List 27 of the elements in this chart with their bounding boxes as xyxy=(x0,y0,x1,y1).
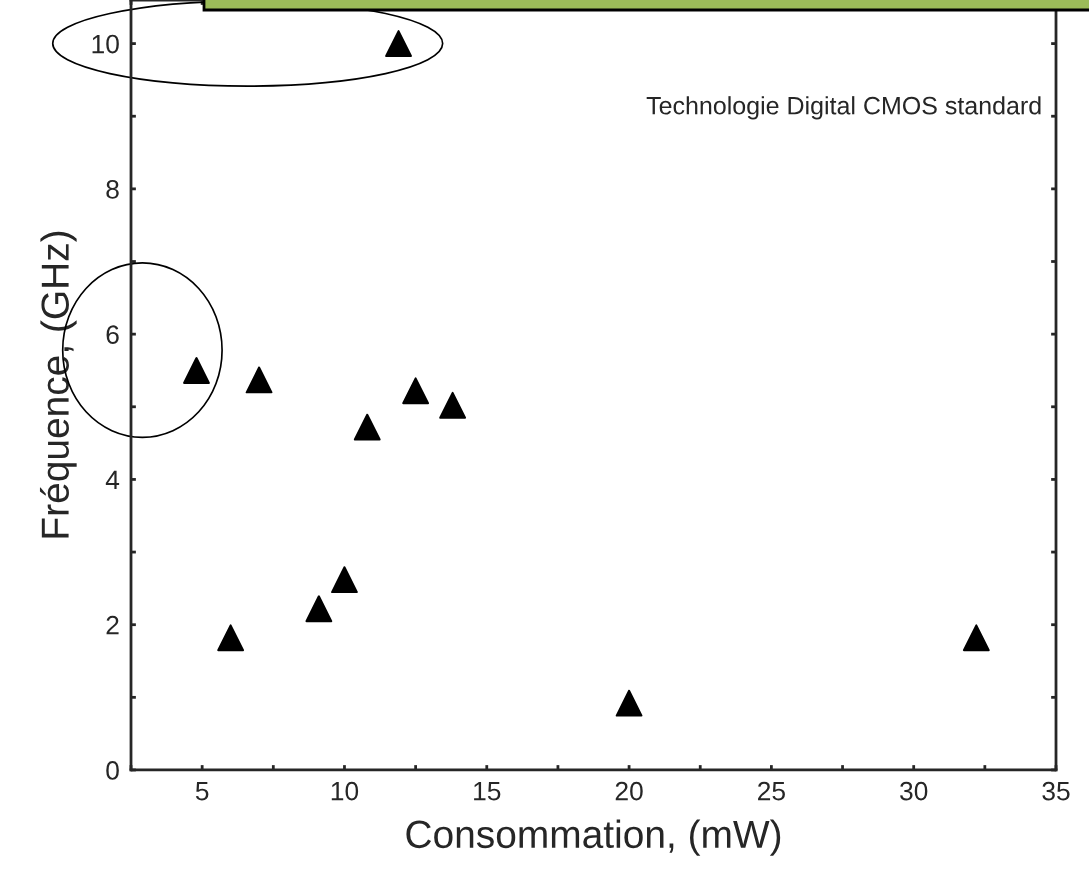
y-tick-label: 8 xyxy=(106,180,119,199)
y-tick-label: 4 xyxy=(105,470,120,489)
x-tick-label: 15 xyxy=(474,782,501,801)
point xyxy=(183,357,210,384)
x-tick-label: 25 xyxy=(758,781,785,801)
y-tick-label: 2 xyxy=(106,615,119,635)
y-tick-label: 10 xyxy=(92,34,119,54)
x-tick-label: 35 xyxy=(1042,781,1070,801)
x-tick-label: 30 xyxy=(900,781,928,801)
point xyxy=(353,413,381,441)
y-tick-label: 0 xyxy=(106,761,119,780)
x-tick-label: 20 xyxy=(615,781,643,801)
point xyxy=(439,391,467,419)
x-tick-label: 10 xyxy=(331,781,359,801)
point xyxy=(385,30,412,58)
point xyxy=(962,624,990,652)
point xyxy=(217,624,245,652)
y-axis-title: Fréquence, (GHz) xyxy=(39,231,77,538)
x-tick-label: 5 xyxy=(195,782,209,801)
point xyxy=(331,566,358,594)
x-axis-title: Consommation, (mW) xyxy=(406,819,781,856)
point xyxy=(245,366,273,394)
y-tick-label: 6 xyxy=(106,325,119,344)
point xyxy=(305,595,333,623)
annotation: Technologie Digital CMOS standard xyxy=(646,96,1041,120)
point xyxy=(402,377,430,405)
point xyxy=(615,689,643,717)
